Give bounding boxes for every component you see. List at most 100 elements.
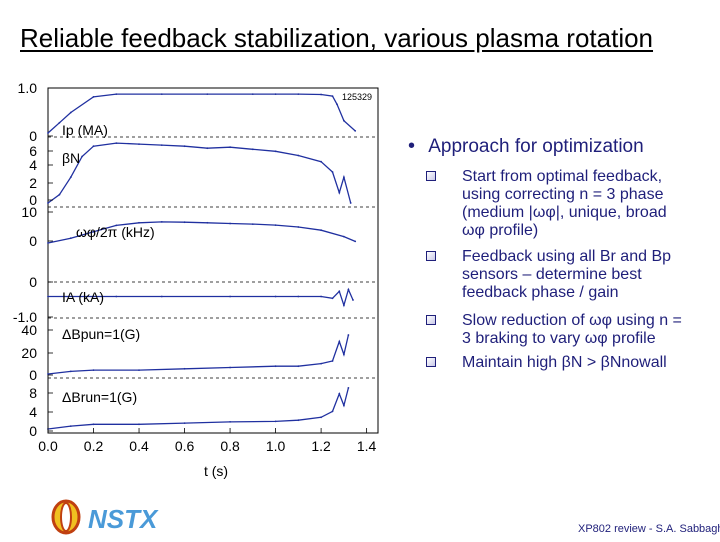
y-tick-label: 20: [21, 345, 37, 361]
data-point: [229, 146, 232, 149]
data-point: [47, 132, 49, 134]
data-point: [229, 421, 232, 423]
panel-label: ΔBrun=1(G): [62, 389, 137, 405]
data-point: [331, 95, 334, 97]
data-point: [115, 224, 118, 227]
y-tick-label: 0: [29, 192, 37, 208]
data-point: [331, 360, 334, 362]
checkbox-bullet-icon: [426, 251, 436, 261]
data-point: [251, 93, 254, 95]
data-point: [92, 369, 95, 371]
y-tick-label: 0: [29, 233, 37, 249]
data-point: [92, 423, 95, 426]
data-point: [183, 221, 186, 224]
data-point: [183, 367, 186, 370]
data-point: [229, 366, 232, 369]
footer-credit: XP802 review - S.A. Sabbagh: [578, 523, 720, 535]
y-tick-label: 0: [29, 128, 37, 144]
data-point: [343, 404, 345, 407]
data-point: [320, 160, 322, 163]
x-tick-label: 1.0: [266, 438, 286, 454]
data-point: [69, 425, 72, 427]
data-point: [274, 93, 277, 95]
data-point: [160, 221, 163, 223]
checkbox-bullet-icon: [426, 357, 436, 367]
y-tick-label: 0: [29, 367, 37, 383]
checkbox-bullet-icon: [426, 315, 436, 325]
data-point: [331, 297, 334, 300]
data-point: [229, 222, 232, 225]
data-point: [115, 93, 118, 95]
checkbox-bullet-icon: [426, 171, 436, 181]
data-point: [320, 362, 322, 365]
data-point: [297, 154, 300, 157]
x-tick-label: 0.8: [220, 438, 240, 454]
data-point: [47, 295, 49, 298]
sub-bullet-2-line-2: sensors – determine best: [462, 266, 642, 283]
data-point: [92, 230, 95, 233]
main-bullet-text: Approach for optimization: [428, 136, 644, 157]
sub-bullet-4-line-1: Maintain high βN > βNnowall: [462, 354, 667, 371]
sub-bullet-1-line-1: Start from optimal feedback,: [462, 168, 663, 185]
data-point: [183, 422, 186, 424]
data-point: [343, 235, 345, 238]
data-point: [274, 420, 277, 423]
x-tick-label: 0.6: [175, 438, 195, 454]
slide-title: Reliable feedback stabilization, various…: [20, 23, 654, 53]
data-point: [58, 193, 61, 196]
panel-label: Ip (MA): [62, 122, 108, 138]
data-point: [336, 103, 338, 106]
data-point: [320, 295, 322, 298]
y-tick-label: 2: [29, 175, 37, 191]
y-tick-label: 4: [29, 157, 37, 173]
data-point: [320, 229, 322, 232]
data-point: [138, 221, 140, 224]
data-point: [81, 155, 83, 158]
sub-bullet-1-line-4: ωφ profile): [462, 222, 539, 239]
data-point: [160, 295, 163, 298]
main-bullet: • Approach for optimization: [408, 135, 644, 158]
x-axis-label: t (s): [204, 463, 228, 479]
y-tick-label: 8: [29, 385, 37, 401]
data-point: [274, 224, 277, 227]
data-point: [338, 340, 341, 343]
data-point: [206, 221, 209, 224]
data-point: [347, 334, 350, 336]
data-point: [115, 142, 118, 145]
data-point: [138, 143, 140, 146]
data-point: [297, 365, 300, 368]
data-point: [354, 240, 357, 243]
sub-bullet-2-line-1: Feedback using all Br and Bp: [462, 248, 672, 265]
data-point: [92, 145, 95, 148]
data-point: [47, 202, 49, 204]
data-point: [354, 130, 357, 132]
data-point: [92, 96, 95, 98]
plot-frame: [47, 87, 379, 434]
data-point: [347, 387, 350, 389]
series-line-panel-2: [47, 142, 352, 204]
data-point: [251, 223, 254, 226]
data-point: [297, 419, 300, 422]
x-tick-label: 0.2: [84, 438, 104, 454]
data-point: [338, 191, 341, 194]
data-point: [343, 304, 345, 307]
nstx-logo: NSTX: [51, 499, 159, 535]
nstx-logo-text: NSTX: [88, 504, 159, 534]
sub-bullet-3-line-1: Slow reduction of ωφ using n =: [462, 312, 682, 329]
data-point: [274, 295, 277, 298]
data-point: [92, 295, 95, 298]
sub-bullet-1-line-3: (medium |ωφ|, unique, broad: [462, 204, 667, 221]
data-point: [320, 416, 322, 419]
panel-label: βN: [62, 150, 80, 166]
sub-bullet-2-line-3: feedback phase / gain: [462, 284, 619, 301]
panel-label: ωφ/2π (kHz): [76, 224, 155, 240]
data-point: [338, 290, 341, 293]
data-point: [343, 119, 345, 122]
data-point: [331, 171, 334, 173]
panel-label: IA (kA): [62, 289, 104, 305]
bullet-dot-icon: •: [408, 135, 416, 157]
data-point: [229, 295, 232, 298]
x-tick-label: 0.4: [129, 438, 149, 454]
sub-bullet-3-line-2: 3 braking to vary ωφ profile: [462, 330, 656, 347]
